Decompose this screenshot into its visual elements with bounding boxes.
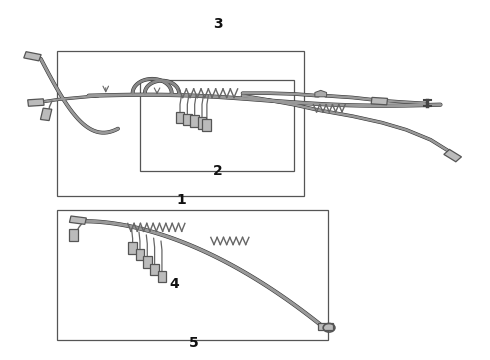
Text: 3: 3	[213, 17, 223, 31]
Text: 1: 1	[176, 193, 186, 207]
Polygon shape	[158, 271, 166, 282]
Polygon shape	[190, 116, 199, 127]
Polygon shape	[315, 90, 327, 97]
Polygon shape	[128, 242, 137, 253]
Polygon shape	[41, 108, 52, 121]
Text: 2: 2	[213, 164, 223, 178]
Bar	[57, 51, 304, 196]
Polygon shape	[183, 114, 192, 125]
Text: 5: 5	[189, 336, 198, 350]
Bar	[140, 80, 294, 171]
Polygon shape	[197, 117, 206, 129]
Bar	[57, 211, 328, 339]
Text: 4: 4	[169, 277, 179, 291]
Polygon shape	[28, 99, 44, 106]
Polygon shape	[69, 229, 78, 240]
Polygon shape	[371, 98, 388, 105]
Polygon shape	[318, 323, 333, 329]
Polygon shape	[70, 216, 86, 224]
Polygon shape	[444, 149, 462, 162]
Polygon shape	[136, 249, 145, 260]
Polygon shape	[175, 112, 184, 123]
Polygon shape	[24, 52, 41, 61]
Polygon shape	[202, 119, 211, 131]
Polygon shape	[150, 264, 159, 275]
Polygon shape	[143, 256, 152, 267]
